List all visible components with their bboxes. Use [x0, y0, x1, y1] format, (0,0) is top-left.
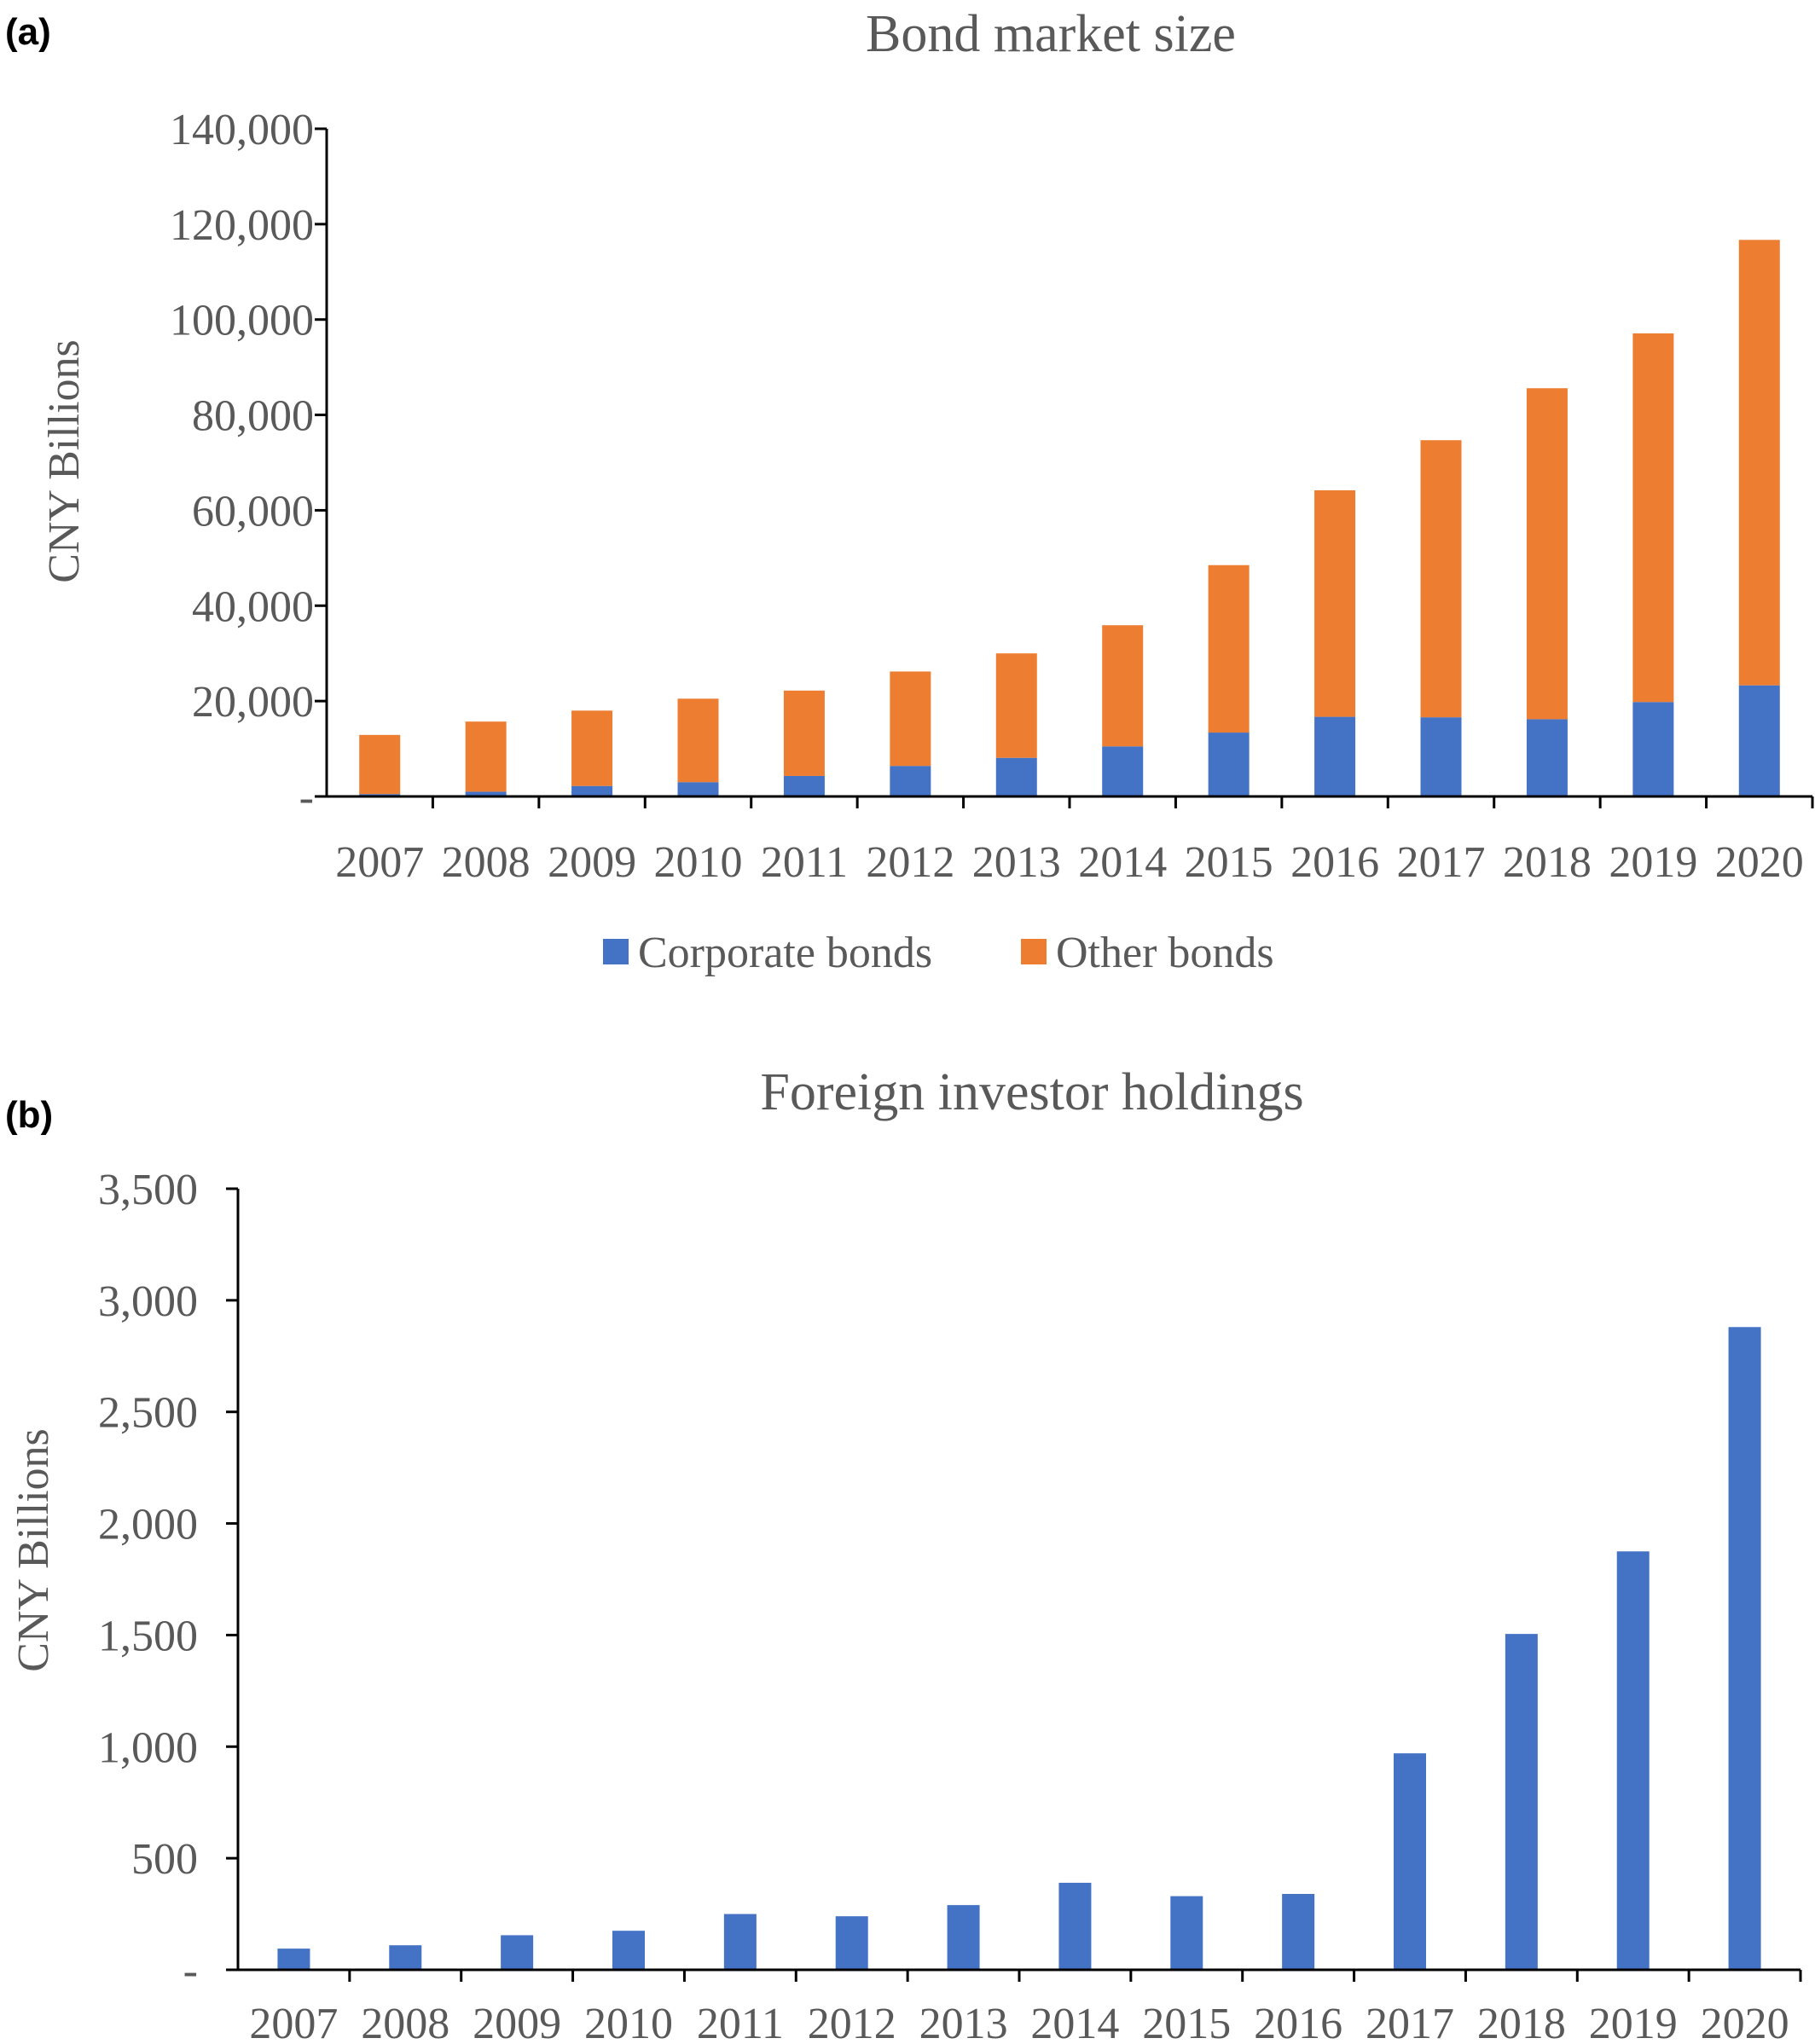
chart-a-y-tick-label: 80,000: [192, 392, 314, 441]
chart-a-y-tick-label: 20,000: [192, 678, 314, 727]
bar-corporate-bonds-2013: [995, 757, 1037, 796]
bar-foreign-holdings-2020: [1728, 1327, 1761, 1970]
bar-other-bonds-2015: [1208, 565, 1250, 733]
chart-b-x-tick-label: 2009: [473, 2000, 561, 2044]
chart-b-x-tick-label: 2019: [1589, 2000, 1678, 2044]
chart-b-y-tick-label: 3,000: [98, 1277, 198, 1326]
chart-b-x-tick-label: 2007: [249, 2000, 338, 2044]
chart-a-x-tick-label: 2010: [654, 838, 743, 887]
chart-a-title: Bond market size: [866, 5, 1236, 63]
chart-b-x-tick-label: 2020: [1701, 2000, 1789, 2044]
bar-other-bonds-2012: [890, 671, 931, 767]
chart-b-y-tick-label: -: [183, 1947, 198, 1995]
legend-label-other-bonds: Other bonds: [1056, 929, 1274, 977]
chart-a-x-tick-label: 2008: [442, 838, 531, 887]
chart-a-y-tick-label: 100,000: [170, 297, 314, 345]
chart-a-x-tick-label: 2020: [1715, 838, 1804, 887]
bar-other-bonds-2009: [571, 710, 613, 786]
chart-b-x-tick-label: 2017: [1366, 2000, 1454, 2044]
bar-corporate-bonds-2008: [465, 791, 507, 796]
bar-corporate-bonds-2009: [571, 785, 613, 796]
bar-foreign-holdings-2007: [277, 1948, 310, 1970]
chart-b-x-tick-label: 2018: [1477, 2000, 1566, 2044]
chart-a-x-tick-label: 2015: [1185, 838, 1273, 887]
chart-a-x-tick-label: 2009: [548, 838, 636, 887]
legend-swatch-corporate-bonds: [603, 939, 629, 964]
bar-other-bonds-2016: [1314, 489, 1356, 717]
chart-b-x-tick-label: 2008: [361, 2000, 449, 2044]
legend-swatch-other-bonds: [1021, 939, 1047, 964]
chart-a-x-tick-label: 2017: [1397, 838, 1486, 887]
chart-a-x-tick-label: 2014: [1078, 838, 1167, 887]
chart-b-x-tick-label: 2010: [584, 2000, 673, 2044]
bar-other-bonds-2013: [995, 653, 1037, 758]
chart-a-x-tick-label: 2007: [335, 838, 424, 887]
bar-other-bonds-2018: [1526, 388, 1568, 720]
bar-other-bonds-2010: [677, 698, 719, 783]
bar-foreign-holdings-2017: [1394, 1753, 1426, 1970]
bar-corporate-bonds-2017: [1420, 717, 1462, 796]
chart-a-x-tick-label: 2016: [1290, 838, 1379, 887]
chart-a-x-tick-label: 2012: [866, 838, 954, 887]
bar-foreign-holdings-2019: [1616, 1551, 1650, 1970]
bar-foreign-holdings-2016: [1282, 1894, 1315, 1970]
chart-a-y-tick-label: 140,000: [170, 106, 314, 154]
bar-other-bonds-2008: [465, 721, 507, 792]
chart-bond-market-size: Bond market size CNY Billions - 20,000 40,…: [40, 5, 1814, 977]
bar-foreign-holdings-2010: [612, 1931, 645, 1970]
bar-corporate-bonds-2018: [1526, 719, 1568, 796]
bar-other-bonds-2011: [783, 690, 825, 776]
bar-corporate-bonds-2014: [1102, 746, 1144, 796]
chart-b-x-tick-label: 2014: [1030, 2000, 1119, 2044]
panel-label-a: (a): [5, 11, 51, 53]
chart-a-x-tick-label: 2019: [1609, 838, 1697, 887]
bar-corporate-bonds-2020: [1738, 685, 1780, 796]
bar-corporate-bonds-2010: [677, 782, 719, 796]
bar-other-bonds-2007: [359, 734, 401, 795]
bar-foreign-holdings-2015: [1170, 1896, 1203, 1970]
chart-b-y-tick-label: 500: [131, 1835, 198, 1884]
bar-foreign-holdings-2018: [1505, 1634, 1538, 1970]
chart-a-x-tick-label: 2013: [972, 838, 1061, 887]
chart-a-y-tick-label: 40,000: [192, 582, 314, 631]
bar-corporate-bonds-2019: [1632, 702, 1674, 796]
chart-b-y-tick-label: 2,500: [98, 1389, 198, 1438]
chart-a-y-tick-label: 120,000: [170, 201, 314, 250]
bar-foreign-holdings-2011: [723, 1914, 757, 1970]
chart-a-x-tick-label: 2011: [761, 838, 848, 887]
chart-b-x-tick-label: 2012: [808, 2000, 896, 2044]
bar-foreign-holdings-2012: [835, 1916, 868, 1970]
chart-a-y-tick-label: 60,000: [192, 487, 314, 536]
chart-b-x-tick-label: 2016: [1254, 2000, 1342, 2044]
bar-other-bonds-2020: [1738, 240, 1780, 686]
chart-b-x-tick-label: 2013: [919, 2000, 1008, 2044]
bar-foreign-holdings-2013: [947, 1905, 980, 1970]
legend-label-corporate-bonds: Corporate bonds: [638, 929, 932, 977]
bar-foreign-holdings-2009: [501, 1935, 534, 1970]
chart-b-x-tick-label: 2011: [697, 2000, 784, 2044]
panel-label-b: (b): [5, 1094, 53, 1136]
chart-a-y-tick-label: -: [299, 773, 314, 822]
bar-corporate-bonds-2015: [1208, 732, 1250, 796]
chart-foreign-investor-holdings: Foreign investor holdings CNY Billions -…: [9, 1063, 1802, 2044]
chart-a-x-tick-label: 2018: [1503, 838, 1592, 887]
chart-b-y-tick-label: 3,500: [98, 1166, 198, 1214]
bar-corporate-bonds-2012: [890, 766, 931, 796]
bar-corporate-bonds-2016: [1314, 716, 1356, 796]
chart-b-y-tick-label: 2,000: [98, 1501, 198, 1549]
bar-foreign-holdings-2014: [1058, 1882, 1092, 1970]
chart-a-legend: Corporate bonds Other bonds: [603, 929, 1274, 977]
bar-other-bonds-2014: [1102, 625, 1144, 747]
bar-foreign-holdings-2008: [389, 1945, 422, 1970]
bar-other-bonds-2017: [1420, 440, 1462, 718]
chart-b-x-tick-label: 2015: [1142, 2000, 1231, 2044]
chart-b-title: Foreign investor holdings: [760, 1063, 1303, 1121]
bar-other-bonds-2019: [1632, 333, 1674, 703]
bar-corporate-bonds-2011: [783, 775, 825, 796]
chart-b-y-axis-label: CNY Billions: [9, 1428, 58, 1672]
chart-b-y-tick-label: 1,000: [98, 1723, 198, 1772]
chart-a-y-axis-label: CNY Billions: [40, 339, 89, 583]
chart-b-y-tick-label: 1,500: [98, 1612, 198, 1660]
